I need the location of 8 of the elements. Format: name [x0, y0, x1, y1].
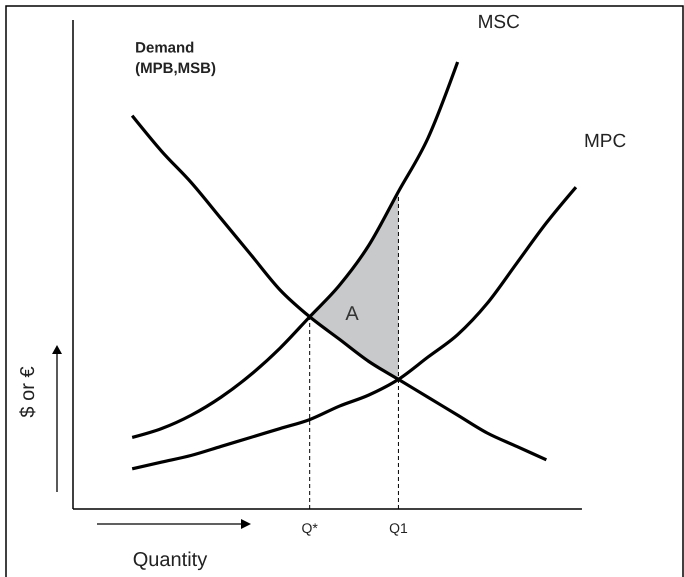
- x-tick-label: Q*: [302, 520, 318, 536]
- y-axis-title: $ or €: [17, 366, 39, 418]
- x-tick-label: Q1: [389, 520, 408, 536]
- annotation: A: [345, 303, 360, 325]
- series-label: MPC: [584, 131, 626, 152]
- series-label: MSC: [478, 12, 520, 33]
- x-axis-title: Quantity: [132, 549, 208, 571]
- text: Demand (MPB,MSB): [135, 40, 216, 77]
